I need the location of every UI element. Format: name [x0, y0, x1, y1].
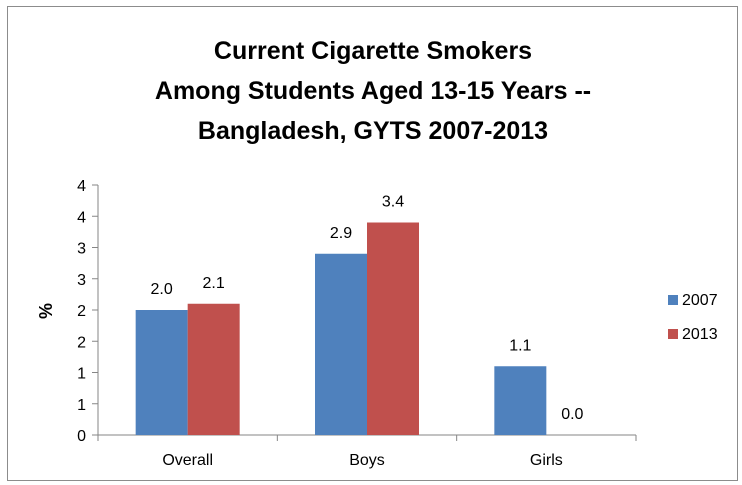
bar-2007-overall — [135, 310, 188, 435]
x-tick-label: Girls — [530, 452, 563, 469]
x-tick-label: Boys — [349, 452, 385, 469]
data-label-2007-overall: 2.0 — [151, 281, 173, 298]
bar-2007-boys — [315, 253, 367, 435]
y-tick-label: 3 — [77, 272, 86, 289]
y-tick-label: 3 — [77, 241, 86, 258]
y-tick-label: 1 — [77, 366, 86, 383]
chart-title-line-2: Among Students Aged 13-15 Years -- — [155, 77, 591, 105]
y-axis-title: % — [36, 303, 56, 319]
bar-2013-boys — [367, 222, 419, 435]
plot-area: 0 1 1 2 2 3 3 4 4 2.0 2.1 Overall 2.9 3.4 Boys 1.1 0.0 Gi… — [77, 178, 637, 469]
bar-2013-overall — [187, 303, 240, 435]
y-tick-label: 1 — [77, 397, 86, 414]
legend-swatch-2007 — [668, 295, 678, 305]
y-tick-label: 0 — [77, 428, 86, 445]
y-tick-label: 2 — [77, 303, 86, 320]
chart-title-line-3: Bangladesh, GYTS 2007-2013 — [198, 117, 548, 145]
legend-label-2007: 2007 — [682, 292, 718, 309]
x-tick-label: Overall — [162, 452, 213, 469]
chart-svg: Current Cigarette Smokers Among Students… — [36, 37, 718, 469]
legend: 2007 2013 — [668, 292, 718, 343]
data-label-2007-boys: 2.9 — [330, 225, 352, 242]
legend-label-2013: 2013 — [682, 326, 718, 343]
chart-title: Current Cigarette Smokers Among Students… — [155, 37, 591, 145]
data-label-2013-girls: 0.0 — [561, 406, 583, 423]
y-tick-label: 2 — [77, 334, 86, 351]
legend-swatch-2013 — [668, 329, 678, 339]
data-label-2013-overall: 2.1 — [203, 275, 225, 292]
y-tick-label: 4 — [77, 178, 86, 195]
bar-2007-girls — [494, 366, 547, 435]
data-label-2013-boys: 3.4 — [382, 194, 404, 211]
chart-frame: Current Cigarette Smokers Among Students… — [7, 6, 738, 481]
chart-title-line-1: Current Cigarette Smokers — [214, 37, 532, 65]
data-label-2007-girls: 1.1 — [509, 337, 531, 354]
y-tick-label: 4 — [77, 209, 86, 226]
